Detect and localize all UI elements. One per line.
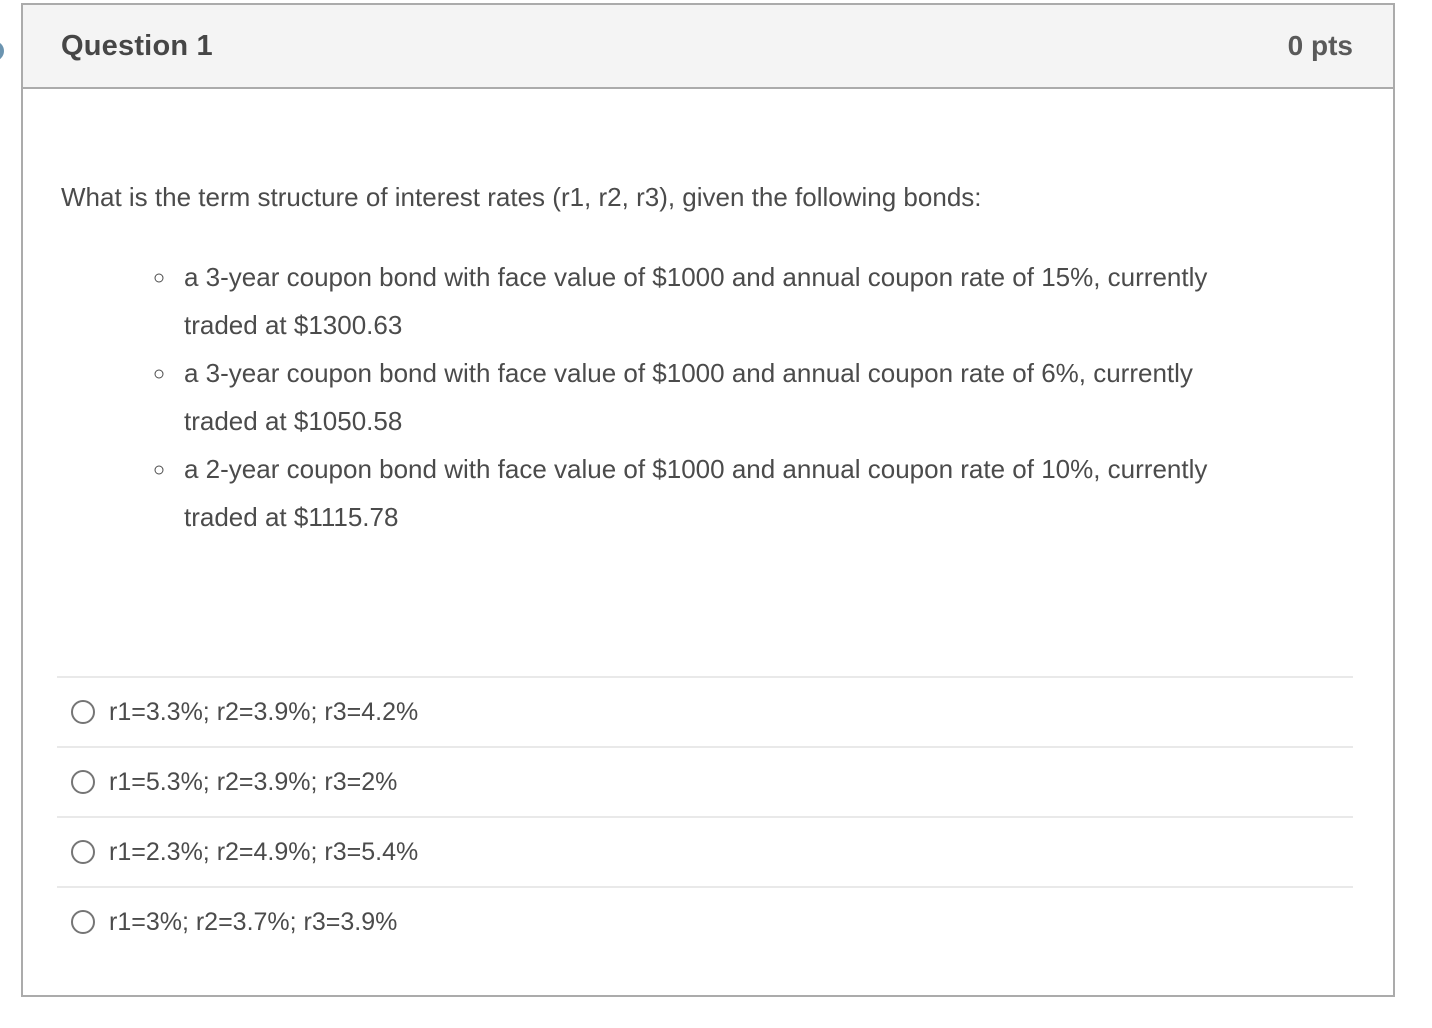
list-item: a 2-year coupon bond with face value of … xyxy=(178,445,1248,541)
question-card: Question 1 0 pts What is the term struct… xyxy=(21,3,1395,997)
answer-label: r1=3.3%; r2=3.9%; r3=4.2% xyxy=(109,697,419,726)
question-title: Question 1 xyxy=(61,29,213,62)
answer-label: r1=5.3%; r2=3.9%; r3=2% xyxy=(109,767,398,796)
question-points-badge: 0 pts xyxy=(1287,30,1353,61)
radio-button-icon[interactable] xyxy=(71,910,95,934)
question-nav-dot-icon xyxy=(0,41,4,61)
radio-button-icon[interactable] xyxy=(71,770,95,794)
list-item: a 3-year coupon bond with face value of … xyxy=(178,253,1248,349)
question-body: What is the term structure of interest r… xyxy=(23,181,1393,956)
radio-button-icon[interactable] xyxy=(71,700,95,724)
radio-button-icon[interactable] xyxy=(71,840,95,864)
question-prompt: What is the term structure of interest r… xyxy=(61,182,982,212)
answer-option-1[interactable]: r1=3.3%; r2=3.9%; r3=4.2% xyxy=(57,676,1353,746)
answer-option-3[interactable]: r1=2.3%; r2=4.9%; r3=5.4% xyxy=(57,816,1353,886)
answer-option-2[interactable]: r1=5.3%; r2=3.9%; r3=2% xyxy=(57,746,1353,816)
answer-label: r1=3%; r2=3.7%; r3=3.9% xyxy=(109,907,398,936)
answer-option-4[interactable]: r1=3%; r2=3.7%; r3=3.9% xyxy=(57,886,1353,956)
answer-options: r1=3.3%; r2=3.9%; r3=4.2% r1=5.3%; r2=3.… xyxy=(57,676,1353,956)
answer-label: r1=2.3%; r2=4.9%; r3=5.4% xyxy=(109,837,419,866)
list-item: a 3-year coupon bond with face value of … xyxy=(178,349,1248,445)
bond-list: a 3-year coupon bond with face value of … xyxy=(23,253,1248,541)
question-header: Question 1 0 pts xyxy=(23,5,1393,89)
